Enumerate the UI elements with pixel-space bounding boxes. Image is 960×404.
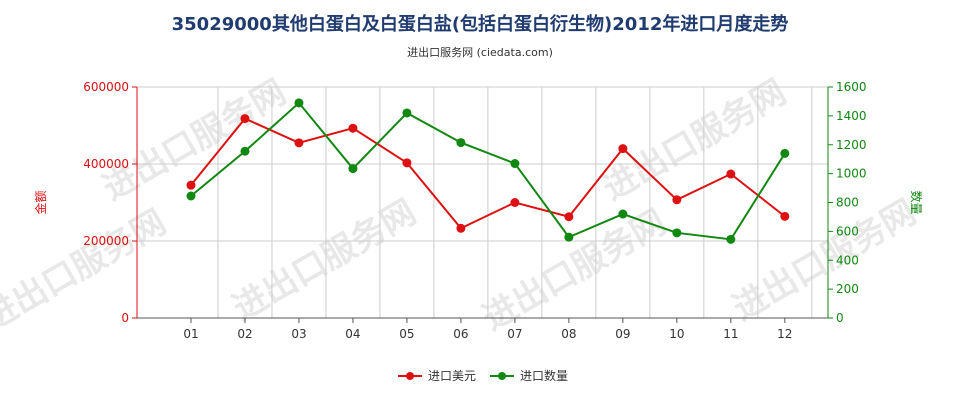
y-right-tick-label: 800 [836, 196, 859, 210]
series-1-point [672, 195, 682, 205]
x-tick-label: 11 [723, 327, 738, 341]
chart-title: 35029000其他白蛋白及白蛋白盐(包括白蛋白衍生物)2012年进口月度走势 [172, 13, 789, 35]
series-2-point [672, 228, 682, 238]
y-right-axis-title: 数量 [909, 190, 924, 214]
y-right-tick-label: 1400 [836, 109, 867, 123]
x-tick-label: 01 [183, 327, 198, 341]
watermark-text: 进出口服务网 [226, 192, 423, 329]
series-1-point [348, 123, 358, 133]
x-tick-label: 08 [561, 327, 576, 341]
axes-layer: 0 200000 400000 600000 0 200 400 600 800 1000 1200… [33, 80, 924, 341]
legend-label-2: 进口数量 [520, 368, 568, 383]
series-2-point [456, 138, 466, 148]
series-2-point [726, 234, 736, 244]
legend-label-1: 进口美元 [428, 369, 476, 383]
series-1-point [618, 144, 628, 154]
x-tick-label: 02 [237, 327, 252, 341]
series-2-point [510, 159, 520, 169]
x-tick-label: 04 [345, 327, 360, 341]
y-left-tick-label: 0 [121, 311, 129, 325]
y-right-tick-label: 1000 [836, 167, 867, 181]
series-1-point [402, 158, 412, 168]
legend: 进口美元 进口数量 [398, 368, 568, 383]
series-2-point [780, 148, 790, 158]
y-right-tick-label: 1600 [836, 80, 867, 94]
series-2-point [186, 191, 196, 201]
x-tick-label: 06 [453, 327, 468, 341]
series-2-point [564, 232, 574, 242]
series-1-point [726, 169, 736, 179]
series-line-2 [190, 101, 786, 241]
watermark-text: 进出口服务网 [726, 192, 923, 329]
series-layer [186, 98, 790, 244]
legend-marker-2 [498, 372, 506, 380]
y-right-tick-label: 0 [836, 311, 844, 325]
series-1-point [780, 211, 790, 221]
y-left-tick-label: 400000 [83, 157, 129, 171]
chart-subtitle: 进出口服务网 (ciedata.com) [407, 45, 553, 59]
series-1-point [186, 180, 196, 190]
y-left-tick-label: 200000 [83, 234, 129, 248]
y-left-axis-title: 金额 [33, 190, 48, 214]
series-line-1 [190, 117, 786, 230]
series-1-point [456, 223, 466, 233]
x-tick-label: 10 [669, 327, 684, 341]
y-left-tick-label: 600000 [83, 80, 129, 94]
x-tick-label: 05 [399, 327, 414, 341]
y-right-tick-label: 200 [836, 282, 859, 296]
series-2-point [294, 98, 304, 108]
y-right-tick-label: 1200 [836, 138, 867, 152]
series-2-point [402, 108, 412, 118]
x-tick-label: 07 [507, 327, 522, 341]
series-1-point [564, 212, 574, 222]
x-tick-label: 09 [615, 327, 630, 341]
x-tick-label: 03 [291, 327, 306, 341]
series-1-point [510, 198, 520, 207]
x-tick-label: 12 [777, 327, 792, 341]
legend-marker-1 [406, 372, 414, 380]
series-1-point [240, 114, 250, 124]
series-1-point [294, 138, 304, 148]
series-2-point [240, 146, 250, 156]
series-2-point [618, 209, 628, 219]
series-2-point [348, 164, 358, 174]
y-right-tick-label: 400 [836, 253, 859, 267]
y-right-tick-label: 600 [836, 224, 859, 238]
